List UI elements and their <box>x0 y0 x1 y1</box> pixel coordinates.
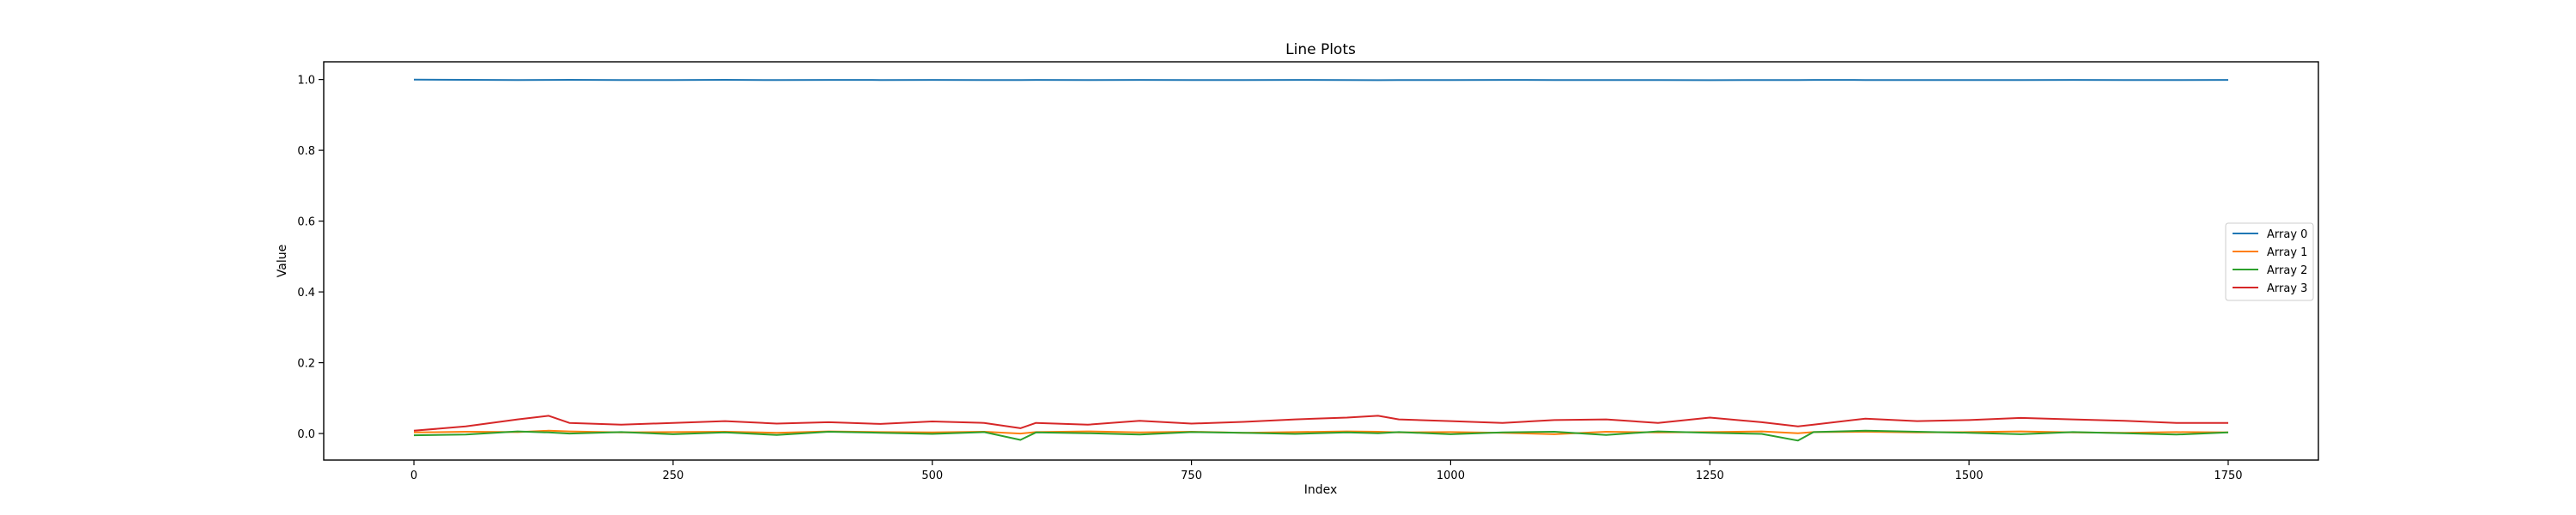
series-layer <box>413 78 2229 442</box>
legend-box <box>2225 222 2314 301</box>
legend-label-3: Array 3 <box>2267 282 2307 295</box>
plot-area <box>323 61 2319 461</box>
x-tick-label: 1500 <box>1955 470 1984 482</box>
x-tick-label: 1250 <box>1696 470 1724 482</box>
y-tick-label: 0.2 <box>297 358 315 371</box>
legend-label-2: Array 2 <box>2267 264 2307 277</box>
y-tick-label: 0.4 <box>297 287 315 300</box>
y-tick-label: 1.0 <box>297 75 315 88</box>
legend-label-1: Array 1 <box>2267 246 2307 259</box>
x-tick-label: 500 <box>921 470 943 482</box>
y-axis-ticks: 0.0 0.2 0.4 0.6 0.8 1.0 <box>297 75 324 441</box>
legend-label-0: Array 0 <box>2267 228 2307 241</box>
y-tick-label: 0.0 <box>297 428 315 441</box>
x-axis-label: Index <box>1304 483 1338 497</box>
series-line-2 <box>413 429 2229 442</box>
series-line-0 <box>413 78 2229 82</box>
series-line-3 <box>413 415 2228 432</box>
x-tick-label: 750 <box>1181 470 1202 482</box>
x-tick-label: 1750 <box>2214 470 2242 482</box>
x-tick-label: 1000 <box>1437 470 1465 482</box>
chart-title: Line Plots <box>1285 41 1356 58</box>
legend: Array 0 Array 1 Array 2 Array 3 <box>2225 222 2314 301</box>
x-axis-ticks: 0 250 500 750 1000 1250 1500 1750 <box>410 460 2243 482</box>
y-axis-label: Value <box>276 245 289 277</box>
x-tick-label: 0 <box>410 470 417 482</box>
y-tick-label: 0.8 <box>297 145 315 158</box>
x-tick-label: 250 <box>662 470 683 482</box>
y-tick-label: 0.6 <box>297 216 315 229</box>
